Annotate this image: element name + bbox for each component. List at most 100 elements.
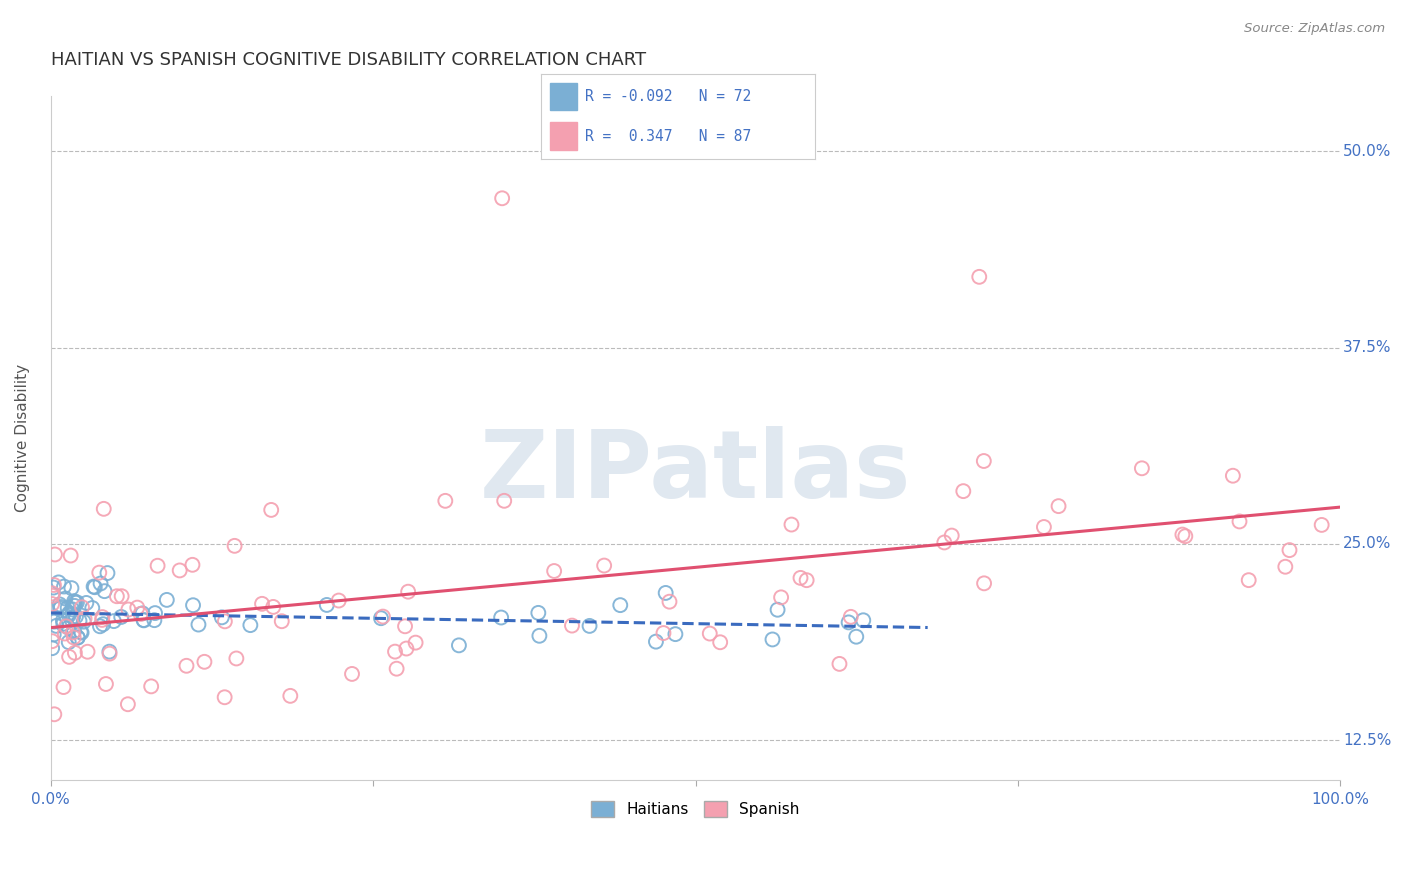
Point xyxy=(60,602,83,616)
Point xyxy=(96,566,118,580)
Point xyxy=(56,600,79,615)
Point xyxy=(44,548,66,562)
Point xyxy=(1130,461,1153,475)
Point xyxy=(838,615,860,630)
Point xyxy=(65,609,87,624)
Point xyxy=(169,564,191,578)
Point xyxy=(491,191,513,205)
Point xyxy=(89,566,111,580)
Point xyxy=(98,645,121,659)
Point xyxy=(105,589,128,603)
Point xyxy=(141,679,163,693)
Point xyxy=(529,629,551,643)
Point xyxy=(1174,529,1197,543)
Point xyxy=(340,667,363,681)
Point xyxy=(90,576,112,591)
Point xyxy=(146,558,169,573)
Point xyxy=(42,581,65,595)
Point xyxy=(187,617,209,632)
Text: Source: ZipAtlas.com: Source: ZipAtlas.com xyxy=(1244,22,1385,36)
Point xyxy=(609,598,631,612)
Point xyxy=(111,589,134,603)
Point xyxy=(48,598,70,612)
Legend: Haitians, Spanish: Haitians, Spanish xyxy=(585,795,806,823)
Point xyxy=(49,599,72,614)
Point xyxy=(75,596,97,610)
Point xyxy=(260,503,283,517)
Point xyxy=(934,535,956,549)
Point xyxy=(60,581,83,595)
Point xyxy=(973,454,995,468)
Point xyxy=(66,595,89,609)
Point xyxy=(239,618,262,632)
Point xyxy=(110,610,132,624)
Point xyxy=(973,576,995,591)
Point xyxy=(396,584,419,599)
Point xyxy=(70,625,93,640)
Point xyxy=(494,493,516,508)
Point xyxy=(41,634,63,648)
Point xyxy=(143,613,166,627)
Point xyxy=(59,549,82,563)
Point xyxy=(91,613,114,627)
Y-axis label: Cognitive Disability: Cognitive Disability xyxy=(15,364,30,512)
Point xyxy=(63,624,86,639)
Point xyxy=(654,586,676,600)
Point xyxy=(1047,499,1070,513)
Point xyxy=(385,662,408,676)
Point xyxy=(278,689,301,703)
Point xyxy=(66,631,89,645)
Point xyxy=(60,614,83,628)
Point xyxy=(132,613,155,627)
Text: ZIPatlas: ZIPatlas xyxy=(479,426,911,518)
Point xyxy=(73,615,96,629)
Point xyxy=(42,615,65,629)
Point xyxy=(41,589,63,603)
Point xyxy=(394,619,416,633)
Point xyxy=(489,610,512,624)
Point xyxy=(578,619,600,633)
Point xyxy=(44,707,66,722)
Point xyxy=(131,607,153,621)
Text: 25.0%: 25.0% xyxy=(1343,536,1392,551)
Point xyxy=(543,564,565,578)
Point xyxy=(58,635,80,649)
Point xyxy=(89,619,111,633)
Point xyxy=(49,601,72,615)
Point xyxy=(156,593,179,607)
Point xyxy=(58,606,80,620)
Point xyxy=(42,627,65,641)
Point xyxy=(828,657,851,671)
Point xyxy=(1171,527,1194,541)
Point xyxy=(65,595,87,609)
Point xyxy=(371,609,394,624)
Point xyxy=(652,626,675,640)
Point xyxy=(839,610,862,624)
Point xyxy=(1222,468,1244,483)
Point xyxy=(193,655,215,669)
Text: 50.0%: 50.0% xyxy=(1343,144,1392,159)
Point xyxy=(53,626,76,640)
Point xyxy=(52,680,75,694)
Point xyxy=(845,630,868,644)
Point xyxy=(766,603,789,617)
Point xyxy=(52,616,75,631)
Point xyxy=(52,614,75,628)
Text: R = -0.092   N = 72: R = -0.092 N = 72 xyxy=(585,89,751,104)
Point xyxy=(69,624,91,639)
FancyBboxPatch shape xyxy=(550,83,576,111)
Point xyxy=(709,635,731,649)
Point xyxy=(447,638,470,652)
Point xyxy=(315,598,337,612)
Point xyxy=(91,610,114,624)
Point xyxy=(132,613,155,627)
Point xyxy=(58,621,80,635)
Point xyxy=(699,626,721,640)
Point xyxy=(69,614,91,628)
Point xyxy=(62,631,84,645)
Point xyxy=(58,608,80,623)
Point xyxy=(98,647,121,661)
Point xyxy=(1229,515,1251,529)
Point xyxy=(952,484,974,499)
Point xyxy=(93,584,115,599)
